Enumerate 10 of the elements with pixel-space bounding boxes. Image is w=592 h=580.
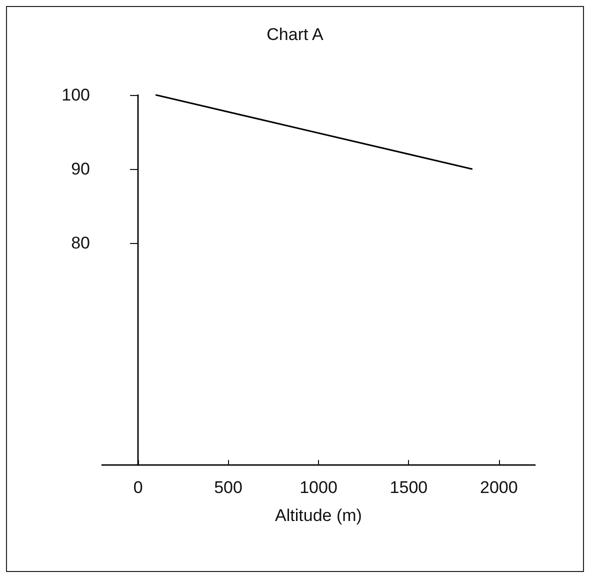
x-tick-label: 500 <box>214 478 242 497</box>
y-tick-label: 80 <box>71 234 90 252</box>
chart-title: Chart A <box>266 25 324 44</box>
y-tick-label: 100 <box>62 86 90 104</box>
y-tick-label: 90 <box>71 160 90 178</box>
x-tick-label: 1500 <box>390 478 428 497</box>
x-tick-label: 2000 <box>480 478 518 497</box>
x-tick-label: 0 <box>133 478 143 497</box>
x-axis-title: Altitude (m) <box>275 506 362 525</box>
x-tick-label: 1000 <box>300 478 338 497</box>
